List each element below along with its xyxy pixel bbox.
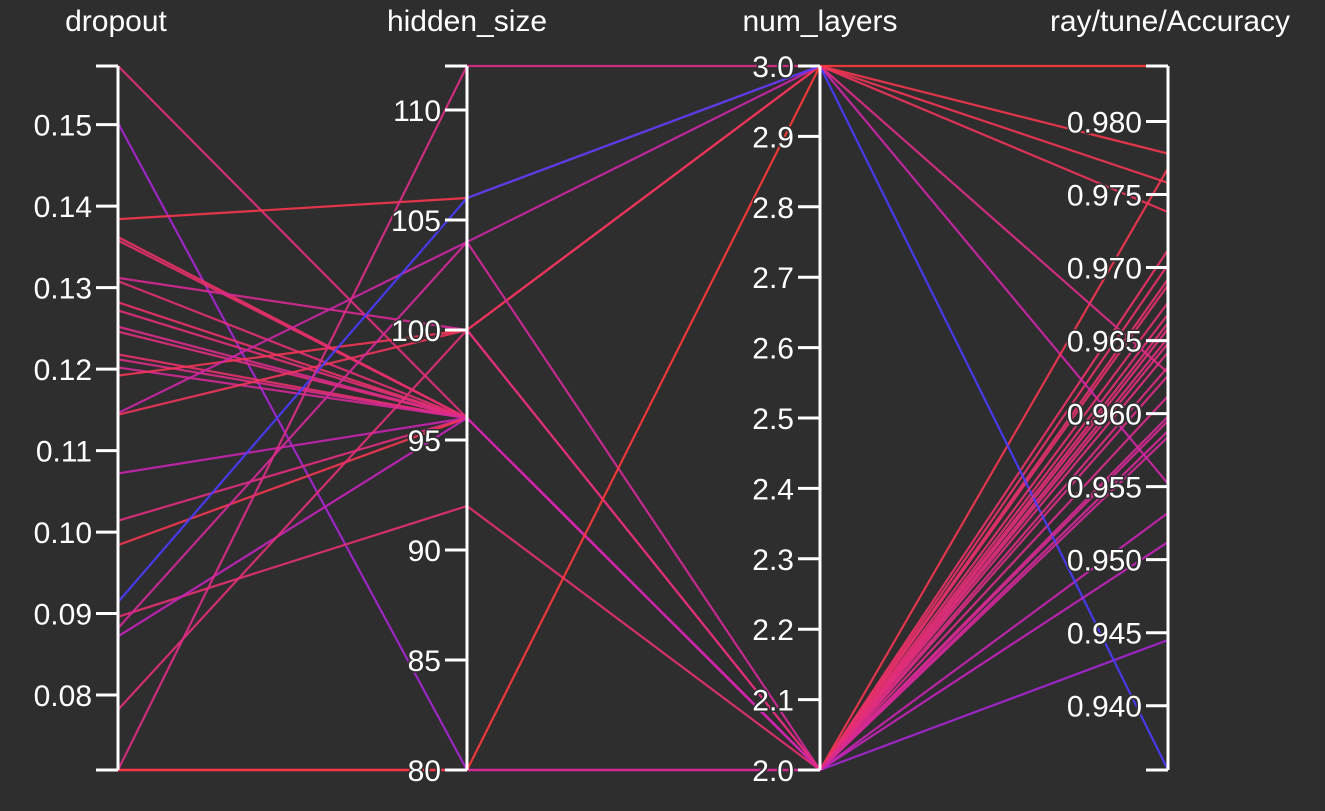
run-line-16[interactable] (117, 64, 1169, 416)
run-line-1[interactable] (117, 122, 1169, 772)
run-line-13[interactable] (117, 366, 1169, 772)
axis-tick-label-0-5: 0.13 (34, 273, 92, 306)
run-lines-layer (117, 64, 1169, 772)
run-line-20[interactable] (117, 64, 1169, 771)
axis-0: 0.08 0.09 0.10 0.11 0.12 0.13 0.14 0.15 dropout (32, 5, 168, 772)
axis-tick-label-3-3: 0.955 (1067, 472, 1142, 505)
axis-tick-label-3-4: 0.960 (1067, 399, 1142, 432)
axis-tick-label-2-8: 2.8 (752, 192, 794, 225)
axis-tick-label-2-2: 2.2 (752, 614, 794, 647)
run-line-14[interactable] (117, 64, 1169, 377)
run-line-15[interactable] (117, 64, 1169, 485)
run-line-22[interactable] (117, 416, 1169, 772)
axis-tick-label-2-4: 2.4 (752, 473, 794, 506)
axis-tick-label-0-1: 0.09 (34, 599, 92, 632)
axis-2: 2.0 2.1 2.2 2.3 2.4 2.5 2.6 2.7 2.8 2.9 3.0 num_lay… (742, 5, 897, 790)
run-line-24[interactable] (117, 322, 1169, 772)
axes-layer: 0.08 0.09 0.10 0.11 0.12 0.13 0.14 0.15 dropout 8… (32, 5, 1290, 790)
axis-tick-label-2-3: 2.3 (752, 544, 794, 577)
axis-tick-label-1-3: 95 (408, 425, 441, 458)
axis-tick-label-0-7: 0.15 (34, 110, 92, 143)
run-line-23[interactable] (117, 240, 1169, 772)
run-line-25[interactable] (118, 366, 1169, 772)
axis-title-3[interactable]: ray/tune/Accuracy (1050, 5, 1290, 38)
axis-tick-label-2-6: 2.6 (752, 333, 794, 366)
axis-tick-label-3-8: 0.980 (1067, 107, 1142, 140)
axis-tick-label-0-0: 0.08 (34, 680, 92, 713)
run-line-2[interactable] (117, 64, 1169, 221)
axis-tick-label-3-2: 0.950 (1067, 545, 1142, 578)
axis-tick-label-0-6: 0.14 (34, 191, 92, 224)
axis-tick-label-3-5: 0.965 (1067, 326, 1142, 359)
run-line-19[interactable] (117, 167, 1169, 772)
axis-tick-label-0-4: 0.12 (34, 354, 92, 387)
axis-tick-label-3-1: 0.945 (1067, 618, 1142, 651)
axis-tick-label-1-5: 105 (391, 205, 441, 238)
axis-title-1[interactable]: hidden_size (387, 5, 547, 38)
run-line-27[interactable] (117, 64, 1169, 771)
axis-tick-label-1-4: 100 (391, 315, 441, 348)
axis-3: 0.940 0.945 0.950 0.955 0.960 0.965 0.970 0.975… (1050, 5, 1290, 772)
axis-tick-label-3-7: 0.975 (1067, 180, 1142, 213)
run-line-21[interactable] (117, 301, 1169, 772)
axis-tick-label-2-10: 3.0 (752, 51, 794, 84)
axis-tick-label-0-3: 0.11 (36, 436, 92, 469)
axis-title-0[interactable]: dropout (65, 5, 167, 38)
axis-tick-label-1-1: 85 (408, 645, 441, 678)
axis-1: 80 85 90 95 100 105 110 hidden_size (387, 5, 547, 790)
axis-tick-label-2-9: 2.9 (752, 121, 794, 154)
axis-tick-label-1-6: 110 (393, 95, 441, 128)
axis-tick-label-2-5: 2.5 (752, 403, 794, 436)
run-line-28[interactable] (118, 64, 1168, 772)
axis-tick-label-1-2: 90 (408, 535, 441, 568)
axis-tick-label-3-0: 0.940 (1067, 691, 1142, 724)
axis-title-2[interactable]: num_layers (742, 5, 897, 38)
axis-tick-label-2-1: 2.1 (752, 685, 794, 718)
axis-tick-label-1-0: 80 (408, 755, 441, 788)
axis-tick-label-3-6: 0.970 (1067, 253, 1142, 286)
axis-tick-label-2-0: 2.0 (752, 755, 794, 788)
run-line-7[interactable] (117, 263, 1169, 772)
axis-tick-label-2-7: 2.7 (752, 262, 794, 295)
axis-tick-label-0-2: 0.10 (34, 517, 92, 550)
